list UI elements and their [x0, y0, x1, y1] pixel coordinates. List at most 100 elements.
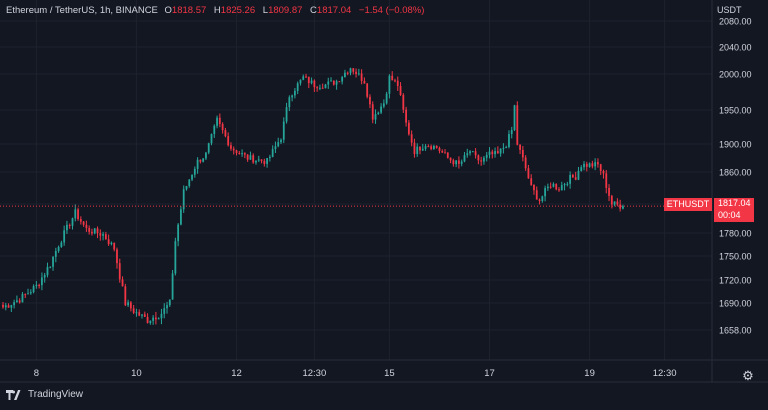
candle-body — [213, 125, 216, 135]
candle-body — [77, 209, 79, 220]
time-axis[interactable]: 8 10 12 12:30 15 17 19 12:30 — [34, 368, 677, 379]
tradingview-logo-icon — [6, 389, 21, 400]
candle-body — [224, 130, 227, 137]
candle-body — [344, 72, 346, 78]
y-tick-label: 1658.00 — [719, 326, 752, 336]
candle-body — [216, 117, 218, 126]
candle-body — [7, 305, 10, 308]
candle-body — [513, 105, 516, 131]
x-tick-label: 12:30 — [302, 368, 326, 379]
candle-body — [608, 187, 610, 196]
candle-body — [305, 76, 307, 78]
candle-body — [622, 206, 624, 209]
price-axis[interactable]: 1658.001690.001720.001750.001780.001820.… — [719, 17, 752, 336]
brand-name: TradingView — [28, 389, 84, 400]
candle-body — [199, 159, 202, 162]
candle-body — [124, 286, 127, 306]
candle-body — [480, 160, 483, 162]
candle-body — [230, 145, 232, 149]
candle-body — [291, 95, 294, 98]
candle-body — [174, 241, 177, 274]
candle-body — [421, 148, 424, 151]
candle-body — [88, 228, 91, 232]
candle-body — [193, 168, 196, 175]
candle-body — [274, 146, 277, 150]
candle-body — [38, 284, 41, 286]
candle-body — [549, 186, 552, 188]
symbol-title[interactable]: Ethereum / TetherUS, 1h, BINANCE — [6, 5, 158, 16]
candle-body — [544, 188, 546, 197]
candle-body — [79, 219, 82, 222]
candle-body — [574, 177, 577, 180]
candle-body — [10, 305, 13, 308]
candle-body — [43, 275, 46, 278]
candle-body — [268, 156, 271, 159]
candle-body — [405, 109, 407, 123]
candle-body — [296, 83, 299, 91]
y-tick-label: 1750.00 — [719, 252, 752, 262]
candle-body — [594, 162, 597, 167]
candle-body — [149, 320, 152, 323]
candle-body — [391, 75, 394, 81]
candle-body — [588, 163, 591, 167]
candle-body — [235, 150, 238, 153]
candle-body — [18, 300, 21, 303]
candle-body — [32, 286, 35, 293]
candle-body — [349, 68, 352, 73]
candle-body — [327, 81, 330, 85]
symbol-price-tag: ETHUSDT — [664, 198, 712, 211]
candle-body — [483, 157, 485, 162]
candle-body — [138, 312, 141, 316]
candle-body — [546, 186, 549, 189]
candle-body — [324, 84, 327, 89]
candle-body — [449, 157, 452, 161]
candle-body — [243, 153, 246, 155]
candle-body — [21, 294, 24, 303]
candle-body — [616, 201, 619, 205]
candle-body — [277, 142, 280, 147]
y-tick-label: 1690.00 — [719, 299, 752, 309]
candle-body — [29, 292, 32, 294]
candle-body — [152, 317, 155, 321]
candle-body — [407, 122, 410, 135]
candle-body — [255, 160, 257, 163]
brand[interactable]: TradingView — [6, 389, 83, 400]
candle-body — [155, 317, 157, 320]
candle-body — [419, 146, 421, 151]
y-tick-label: 1900.00 — [719, 140, 752, 150]
candle-body — [13, 302, 16, 306]
candle-body — [221, 123, 224, 131]
candle-body — [613, 201, 616, 205]
candle-body — [424, 146, 427, 149]
candle-body — [566, 183, 569, 185]
candle-body — [605, 173, 608, 188]
grid-lines — [0, 0, 712, 360]
x-tick-label: 17 — [484, 368, 495, 379]
candle-body — [91, 231, 93, 234]
candle-body — [118, 263, 121, 280]
candle-body — [446, 152, 449, 158]
candle-body — [41, 277, 43, 286]
candle-body — [441, 150, 444, 153]
open-value: 1818.57 — [171, 5, 207, 16]
candle-body — [491, 151, 494, 155]
candle-body — [433, 145, 435, 150]
candle-body — [602, 170, 605, 174]
x-tick-label: 8 — [34, 368, 39, 379]
candle-body — [371, 104, 374, 120]
candle-body — [168, 299, 171, 306]
candle-body — [413, 142, 416, 154]
candle-body — [135, 312, 138, 314]
settings-gear-icon[interactable]: ⚙ — [742, 368, 754, 383]
candle-body — [394, 80, 396, 82]
x-tick-label: 10 — [131, 368, 142, 379]
candle-body — [205, 152, 207, 159]
candle-body — [466, 153, 469, 156]
candle-body — [524, 157, 527, 169]
candle-body — [280, 139, 282, 143]
candle-body — [160, 313, 163, 319]
candle-body — [4, 305, 7, 308]
candle-body — [177, 224, 180, 242]
candle-body — [121, 279, 124, 287]
